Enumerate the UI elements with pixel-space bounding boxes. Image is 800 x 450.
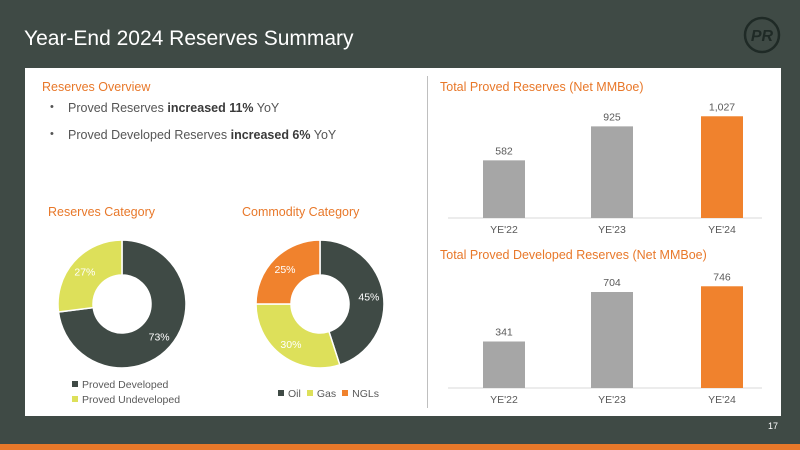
donut-slice-oil	[319, 239, 385, 366]
donut-data-label: 27%	[74, 266, 95, 278]
reserves-category-title: Reserves Category	[48, 205, 155, 219]
x-tick-label: YE'23	[598, 224, 626, 236]
total-proved-developed-reserves-bar-chart: 341 YE'22 704 YE'23 746 YE'24	[448, 271, 762, 406]
bar-data-label: 582	[495, 145, 513, 157]
legend-item: NGLs	[342, 388, 379, 400]
donut-slice-ngls	[255, 239, 321, 305]
page-title: Year-End 2024 Reserves Summary	[24, 27, 354, 50]
bar-ye22	[483, 341, 525, 388]
bar-data-label: 925	[603, 111, 621, 123]
panel-divider	[427, 76, 428, 408]
overview-bullets: Proved Reserves increased 11% YoY Proved…	[50, 101, 336, 155]
total-proved-developed-reserves-title: Total Proved Developed Reserves (Net MMB…	[440, 248, 707, 262]
legend-label: Gas	[316, 388, 337, 400]
bar-ye24	[701, 286, 743, 388]
x-tick-label: YE'22	[490, 224, 518, 236]
reserves-category-legend: Proved Developed Proved Undeveloped	[72, 379, 180, 409]
donut-slice-proved-undeveloped	[57, 239, 123, 313]
legend-item: Proved Undeveloped	[72, 394, 180, 409]
reserves-category-donut: 73% 27%	[57, 239, 187, 369]
legend-item: Proved Developed	[72, 379, 180, 394]
legend-label: Oil	[288, 388, 301, 400]
bar-data-label: 746	[713, 271, 731, 283]
bar-ye22	[483, 160, 525, 218]
donut-data-label: 45%	[358, 291, 379, 303]
bullet-text: Proved Developed Reserves	[68, 128, 231, 142]
bullet-item: Proved Developed Reserves increased 6% Y…	[50, 128, 336, 155]
total-proved-reserves-title: Total Proved Reserves (Net MMBoe)	[440, 80, 644, 94]
legend-swatch	[72, 381, 78, 387]
commodity-category-title: Commodity Category	[242, 205, 360, 219]
legend-label: Proved Undeveloped	[82, 394, 181, 406]
page-number: 17	[768, 421, 779, 431]
legend-item: Gas	[306, 388, 337, 400]
bullet-bold-text: increased 11%	[167, 101, 254, 115]
donut-data-label: 30%	[280, 339, 301, 351]
donut-data-label: 25%	[274, 264, 295, 276]
legend-swatch	[72, 396, 78, 402]
bullet-item: Proved Reserves increased 11% YoY	[50, 101, 336, 128]
bullet-text: Proved Reserves	[68, 101, 168, 115]
legend-swatch	[342, 390, 349, 396]
donut-data-label: 73%	[149, 332, 170, 344]
donut-slice-proved-developed	[57, 239, 187, 369]
bar-ye24	[701, 116, 743, 218]
commodity-category-donut: 45% 30% 25%	[255, 239, 385, 369]
legend-label: NGLs	[352, 388, 379, 400]
x-tick-label: YE'24	[708, 224, 736, 236]
total-proved-reserves-bar-chart: 582 YE'22 925 YE'23 1,027 YE'24	[448, 101, 762, 236]
bar-data-label: 704	[603, 277, 621, 289]
legend-swatch	[278, 390, 284, 396]
legend-item: Oil	[278, 388, 301, 400]
legend-label: Proved Developed	[82, 379, 169, 391]
commodity-category-legend: Oil Gas NGLs	[278, 388, 385, 400]
bar-data-label: 341	[495, 327, 513, 339]
bar-ye23	[591, 292, 633, 388]
bullet-bold-text: increased 6%	[230, 128, 311, 142]
bottom-accent-bar	[0, 444, 800, 450]
x-tick-label: YE'22	[490, 394, 518, 406]
pr-logo-icon: PR	[743, 16, 781, 54]
donut-slice-gas	[255, 303, 341, 369]
bullet-text: YoY	[310, 128, 337, 142]
x-tick-label: YE'24	[708, 394, 736, 406]
logo-text: PR	[751, 28, 774, 45]
bullet-text: YoY	[253, 101, 280, 115]
bar-data-label: 1,027	[709, 101, 735, 113]
legend-swatch	[306, 390, 313, 396]
bar-ye23	[591, 126, 633, 218]
overview-title: Reserves Overview	[42, 80, 151, 94]
x-tick-label: YE'23	[598, 394, 626, 406]
